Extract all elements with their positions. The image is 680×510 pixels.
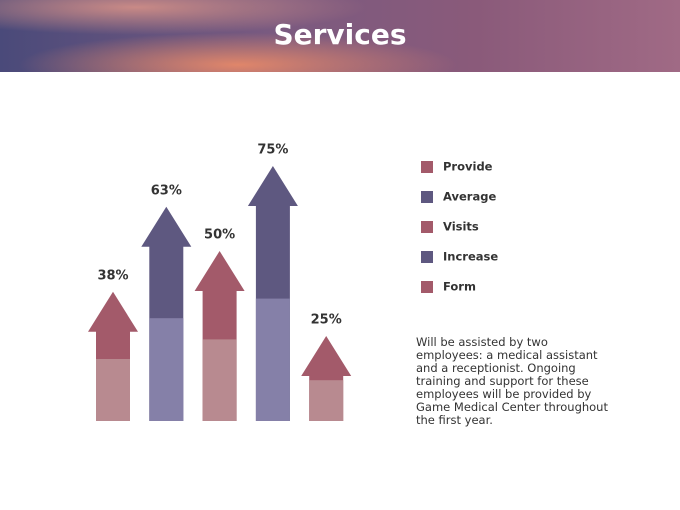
legend-label: Form xyxy=(443,280,476,294)
legend-label: Average xyxy=(443,190,496,204)
legend-swatch xyxy=(421,251,433,263)
legend-label: Provide xyxy=(443,160,493,174)
value-label: 75% xyxy=(257,143,288,158)
arrow-bar-lower xyxy=(309,380,344,421)
value-label: 38% xyxy=(97,268,128,283)
arrow-bar-lower xyxy=(255,298,290,421)
value-label: 50% xyxy=(204,228,235,243)
value-label: 25% xyxy=(311,313,342,328)
chart-title: Services xyxy=(273,18,407,51)
legend-swatch xyxy=(421,161,433,173)
arrow-bar-lower xyxy=(96,358,130,421)
arrow-bar-lower xyxy=(149,318,184,421)
legend-label: Increase xyxy=(443,250,498,264)
description: Will be assisted by two employees: a med… xyxy=(416,335,608,427)
legend-swatch xyxy=(421,281,433,293)
legend-swatch xyxy=(421,191,433,203)
legend-swatch xyxy=(421,221,433,233)
header-banner xyxy=(0,0,680,72)
legend-label: Visits xyxy=(443,220,479,234)
arrow-bar-lower xyxy=(202,339,237,421)
value-label: 63% xyxy=(151,183,182,198)
